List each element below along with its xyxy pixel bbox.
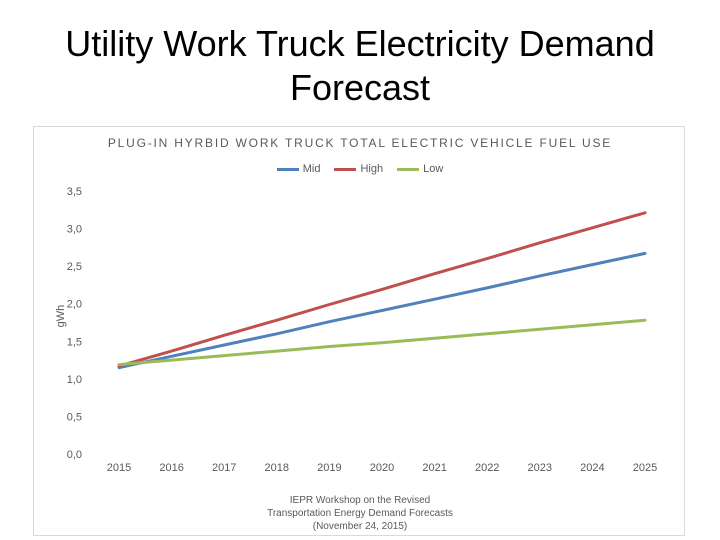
y-tick-label: 1,0 — [67, 374, 82, 386]
chart-title: PLUG-IN HYRBID WORK TRUCK TOTAL ELECTRIC… — [107, 136, 613, 150]
x-tick-label: 2017 — [212, 462, 236, 474]
footer-line-1: IEPR Workshop on the Revised — [289, 495, 431, 506]
y-axis-label: gWh — [55, 305, 67, 328]
x-tick-label: 2020 — [370, 462, 394, 474]
x-tick-label: 2024 — [580, 462, 604, 474]
legend-swatch-low — [397, 167, 420, 171]
y-tick-label: 1,5 — [67, 336, 82, 348]
x-tick-label: 2021 — [422, 462, 446, 474]
y-tick-label: 0,5 — [67, 411, 82, 423]
x-tick-label: 2016 — [159, 462, 183, 474]
chart-frame — [33, 126, 685, 536]
y-tick-label: 3,0 — [67, 224, 82, 236]
footer-line-2: Transportation Energy Demand Forecasts — [267, 508, 453, 519]
legend-label-high: High — [360, 163, 384, 175]
legend-item-low: Low — [397, 161, 443, 177]
legend-swatch-mid — [276, 167, 299, 171]
chart-legend: Mid High Low — [0, 161, 720, 177]
y-tick-label: 3,5 — [67, 186, 82, 198]
legend-item-mid: Mid — [276, 161, 321, 177]
series-line-mid — [117, 251, 647, 370]
y-tick-label: 0,0 — [67, 449, 82, 461]
legend-label-mid: Mid — [302, 163, 321, 175]
series-line-high — [117, 211, 647, 368]
x-tick-label: 2015 — [107, 462, 131, 474]
x-tick-label: 2023 — [528, 462, 552, 474]
x-tick-label: 2022 — [475, 462, 499, 474]
legend-label-low: Low — [423, 163, 444, 175]
y-tick-label: 2,5 — [67, 261, 82, 273]
footer-note: IEPR Workshop on the Revised Transportat… — [240, 494, 480, 533]
legend-item-high: High — [334, 161, 383, 177]
x-tick-label: 2018 — [265, 462, 289, 474]
legend-swatch-high — [334, 167, 357, 171]
footer-line-3: (November 24, 2015) — [312, 521, 408, 532]
slide-title: Utility Work Truck Electricity Demand Fo… — [65, 23, 655, 108]
series-line-low — [117, 318, 647, 367]
x-tick-label: 2025 — [633, 462, 657, 474]
x-tick-label: 2019 — [317, 462, 341, 474]
y-tick-label: 2,0 — [67, 299, 82, 311]
